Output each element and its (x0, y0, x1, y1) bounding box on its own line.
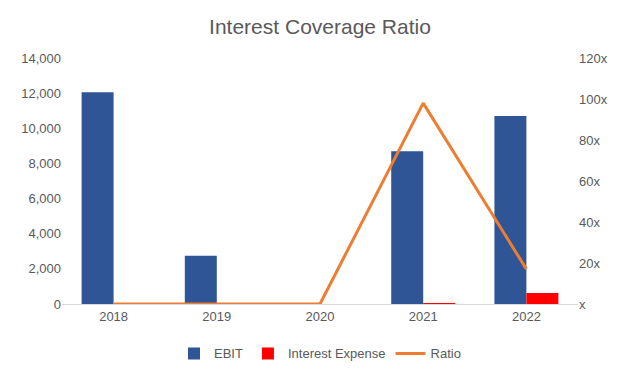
svg-text:0: 0 (54, 297, 61, 312)
svg-text:8,000: 8,000 (28, 156, 61, 171)
svg-text:60x: 60x (579, 174, 600, 189)
svg-text:4,000: 4,000 (28, 226, 61, 241)
svg-text:2018: 2018 (99, 309, 128, 324)
svg-text:2020: 2020 (306, 309, 335, 324)
svg-text:2019: 2019 (202, 309, 231, 324)
svg-text:100x: 100x (579, 92, 608, 107)
svg-text:80x: 80x (579, 133, 600, 148)
svg-text:x: x (579, 297, 586, 312)
svg-text:EBIT: EBIT (214, 346, 243, 361)
svg-text:6,000: 6,000 (28, 191, 61, 206)
svg-text:Interest Expense: Interest Expense (288, 346, 386, 361)
svg-text:120x: 120x (579, 51, 608, 66)
svg-text:2022: 2022 (512, 309, 541, 324)
svg-text:2021: 2021 (409, 309, 438, 324)
svg-text:Ratio: Ratio (431, 346, 461, 361)
svg-text:Interest Coverage Ratio: Interest Coverage Ratio (209, 15, 431, 38)
svg-text:14,000: 14,000 (21, 51, 61, 66)
svg-text:2,000: 2,000 (28, 261, 61, 276)
svg-text:20x: 20x (579, 256, 600, 271)
svg-text:40x: 40x (579, 215, 600, 230)
svg-text:10,000: 10,000 (21, 121, 61, 136)
svg-text:12,000: 12,000 (21, 86, 61, 101)
